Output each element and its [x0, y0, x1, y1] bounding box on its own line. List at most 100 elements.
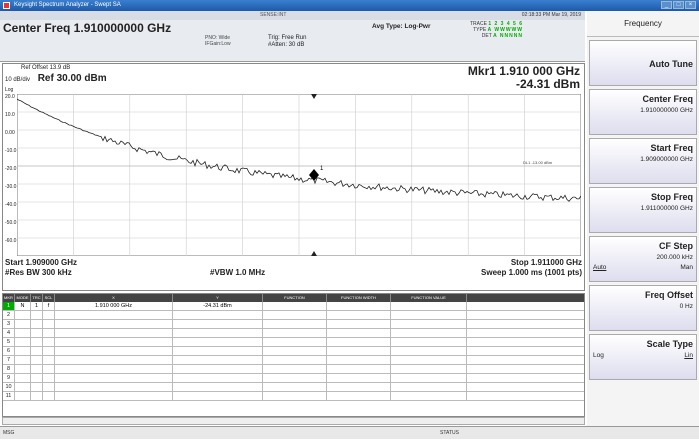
- cell-y: -24.31 dBm: [173, 302, 263, 310]
- cell-x: [55, 311, 173, 319]
- cell-n: 8: [3, 365, 15, 373]
- freq-offset-softkey[interactable]: Freq Offset 0 Hz: [589, 285, 697, 331]
- table-row[interactable]: 5: [3, 338, 584, 347]
- close-button[interactable]: ×: [685, 1, 696, 9]
- table-row[interactable]: 8: [3, 365, 584, 374]
- avg-type: Avg Type: Log-Pwr: [372, 23, 431, 30]
- cell-empty: [263, 392, 327, 400]
- cell-scl: [43, 338, 55, 346]
- scale-type-lin[interactable]: Lin: [684, 352, 693, 359]
- cell-mode: [15, 356, 31, 364]
- cell-empty: [263, 347, 327, 355]
- y-tick-label: -20.0: [5, 166, 17, 172]
- start-freq-softkey[interactable]: Start Freq 1.909000000 GHz: [589, 138, 697, 184]
- spectrum-plot[interactable]: DL1 -13.00 dBm 1: [17, 94, 581, 256]
- marker-1-label: 1: [320, 166, 324, 172]
- cell-n: 4: [3, 329, 15, 337]
- auto-tune-softkey[interactable]: Auto Tune: [589, 40, 697, 86]
- cell-y: [173, 347, 263, 355]
- sense-indicator: SENSE:INT: [260, 12, 287, 18]
- center-freq-softkey[interactable]: Center Freq 1.910000000 GHz: [589, 89, 697, 135]
- cell-x: [55, 347, 173, 355]
- table-row[interactable]: 1 N 1 f 1.910 000 GHz -24.31 dBm: [3, 302, 584, 311]
- cell-empty: [263, 365, 327, 373]
- cell-trc: [31, 347, 43, 355]
- cell-y: [173, 392, 263, 400]
- table-row[interactable]: 10: [3, 383, 584, 392]
- cell-x: [55, 365, 173, 373]
- cell-empty: [263, 374, 327, 382]
- det-label: DET: [481, 33, 492, 39]
- col-function: FUNCTION: [263, 294, 327, 302]
- cell-empty: [391, 338, 467, 346]
- cell-empty: [391, 320, 467, 328]
- table-row[interactable]: 3: [3, 320, 584, 329]
- cell-empty: [391, 311, 467, 319]
- cell-scl: [43, 356, 55, 364]
- cell-scl: [43, 383, 55, 391]
- horizontal-scrollbar[interactable]: [2, 417, 585, 425]
- table-row[interactable]: 4: [3, 329, 584, 338]
- cell-trc: [31, 329, 43, 337]
- table-row[interactable]: 2: [3, 311, 584, 320]
- if-gain: IFGain:Low: [205, 41, 231, 47]
- cell-y: [173, 338, 263, 346]
- maximize-button[interactable]: □: [673, 1, 684, 9]
- marker-readout: Mkr1 1.910 000 GHz -24.31 dBm: [468, 65, 580, 91]
- trace-1: [17, 98, 581, 202]
- table-row[interactable]: 9: [3, 374, 584, 383]
- cell-empty: [327, 356, 391, 364]
- cell-empty: [327, 320, 391, 328]
- cell-empty: [327, 383, 391, 391]
- y-tick-label: -50.0: [5, 220, 17, 226]
- msg-label: MSG: [3, 430, 15, 436]
- cell-n: 9: [3, 374, 15, 382]
- status-label: STATUS: [440, 430, 459, 436]
- stop-freq-softkey[interactable]: Stop Freq 1.911000000 GHz: [589, 187, 697, 233]
- scale-type-log[interactable]: Log: [593, 352, 604, 359]
- cell-y: [173, 311, 263, 319]
- table-row[interactable]: 6: [3, 347, 584, 356]
- cell-mode: N: [15, 302, 31, 310]
- center-marker-bottom: [311, 251, 317, 256]
- marker-table[interactable]: MKR MODE TRC SCL X Y FUNCTION FUNCTION W…: [2, 293, 585, 417]
- cell-scl: f: [43, 302, 55, 310]
- trace-status: TRACE 1 2 3 4 5 6 TYPE A WWWWW DET A NNN…: [470, 21, 523, 39]
- col-x: X: [55, 294, 173, 302]
- col-mkr: MKR: [3, 294, 15, 302]
- cell-mode: [15, 320, 31, 328]
- cell-y: [173, 356, 263, 364]
- det-values: A NNNNN: [493, 33, 523, 39]
- cf-step-man[interactable]: Man: [680, 264, 693, 271]
- marker-1[interactable]: 1: [309, 166, 324, 181]
- window-controls: _ □ ×: [661, 1, 696, 9]
- cf-step-auto[interactable]: Auto: [593, 264, 607, 271]
- cell-empty: [327, 302, 391, 310]
- y-tick-label: 20.0: [5, 94, 15, 100]
- col-y: Y: [173, 294, 263, 302]
- cell-y: [173, 383, 263, 391]
- window-title: Keysight Spectrum Analyzer - Swept SA: [14, 2, 121, 8]
- cell-scl: [43, 320, 55, 328]
- table-row[interactable]: 7: [3, 356, 584, 365]
- ref-level: Ref 30.00 dBm: [37, 73, 107, 84]
- cell-n: 3: [3, 320, 15, 328]
- cell-mode: [15, 329, 31, 337]
- table-row[interactable]: 11: [3, 392, 584, 401]
- app-icon: [3, 2, 10, 9]
- scale-per-div: 10 dB/div: [5, 77, 31, 83]
- cell-x: [55, 374, 173, 382]
- col-trc: TRC: [31, 294, 43, 302]
- cell-x: [55, 338, 173, 346]
- cf-step-softkey[interactable]: CF Step 200.000 kHz Auto Man: [589, 236, 697, 282]
- cell-mode: [15, 347, 31, 355]
- cell-scl: [43, 374, 55, 382]
- window-titlebar: Keysight Spectrum Analyzer - Swept SA _ …: [0, 0, 699, 11]
- minimize-button[interactable]: _: [661, 1, 672, 9]
- spectrum-display[interactable]: Ref Offset 13.9 dB 10 dB/div Ref 30.00 d…: [2, 63, 585, 291]
- cf-step-label: CF Step: [658, 241, 693, 251]
- cf-step-value: 200.000 kHz: [656, 254, 694, 261]
- cell-empty: [391, 356, 467, 364]
- scale-type-softkey[interactable]: Scale Type Log Lin: [589, 334, 697, 380]
- start-freq: Start 1.909000 GHz: [5, 258, 78, 267]
